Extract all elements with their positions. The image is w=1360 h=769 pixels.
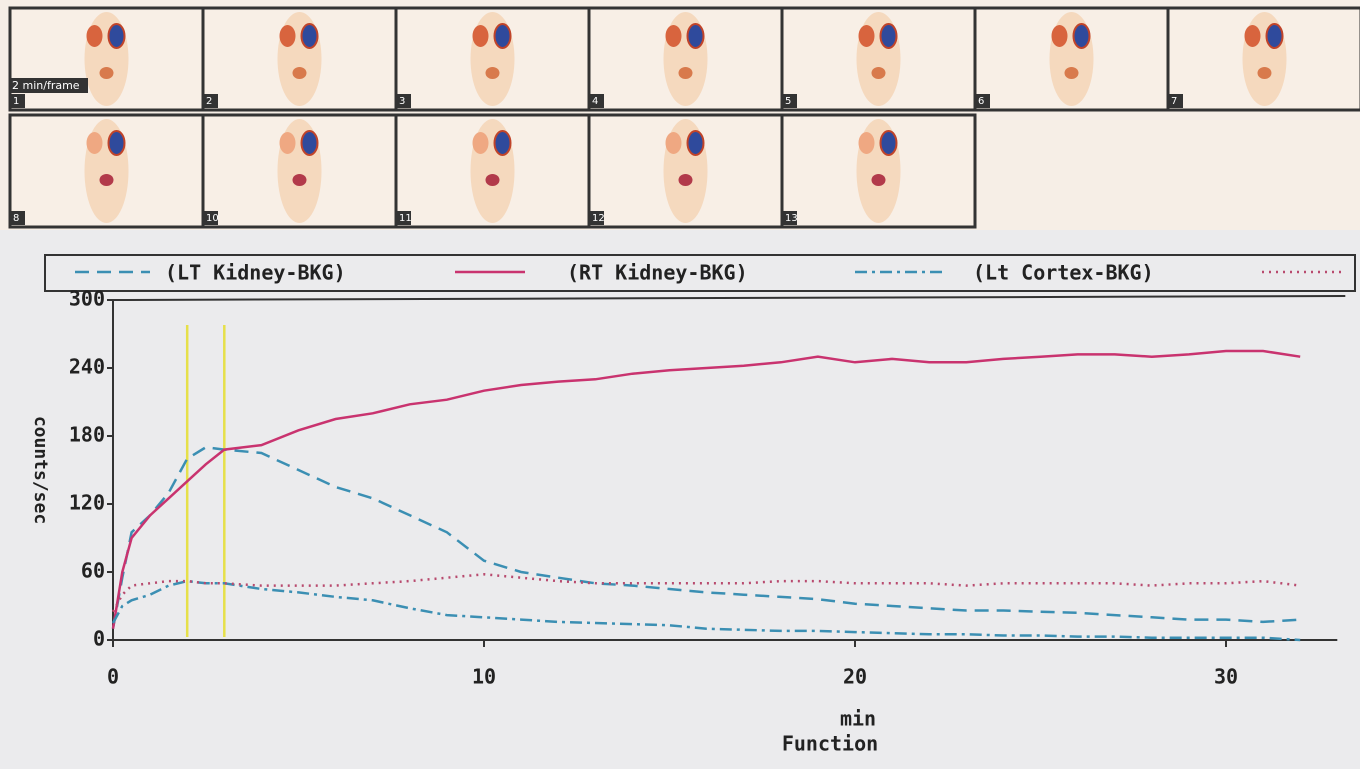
frame-label: 1 (13, 96, 19, 107)
kidney-left (666, 132, 682, 154)
frame: 3 (396, 8, 589, 110)
bladder (1258, 67, 1272, 79)
bladder (100, 174, 114, 186)
bladder (100, 67, 114, 79)
kidney-left (280, 25, 296, 47)
kidney-left (1052, 25, 1068, 47)
frame-label: 4 (592, 96, 598, 107)
kidney-right (109, 24, 125, 48)
kidney-right (881, 24, 897, 48)
bladder (293, 174, 307, 186)
bladder (679, 174, 693, 186)
y-tick-label: 240 (69, 355, 105, 379)
x-tick-label: 0 (107, 665, 119, 689)
frame: 4 (589, 8, 782, 110)
kidney-right (495, 131, 511, 155)
frame-label: 8 (13, 213, 19, 224)
kidney-left (666, 25, 682, 47)
chart-area (0, 230, 1360, 769)
x-tick-label: 20 (843, 665, 867, 689)
frame: 12 (589, 115, 782, 227)
legend-label: (RT Kidney-BKG) (567, 261, 748, 285)
kidney-left (473, 132, 489, 154)
frame: 13 (782, 115, 975, 227)
kidney-left (87, 132, 103, 154)
bladder (872, 67, 886, 79)
kidney-left (859, 25, 875, 47)
y-tick-label: 60 (81, 559, 105, 583)
frame-label: 5 (785, 96, 791, 107)
kidney-left (473, 25, 489, 47)
frame-label: 7 (1171, 96, 1177, 107)
frame-label: 3 (399, 96, 405, 107)
kidney-right (1074, 24, 1090, 48)
kidney-left (1245, 25, 1261, 47)
kidney-right (495, 24, 511, 48)
legend-label: (LT Kidney-BKG) (165, 261, 346, 285)
frame-note: 2 min/frame (12, 79, 80, 92)
kidney-right (688, 24, 704, 48)
frame: 10 (203, 115, 396, 227)
printout: 12345678101112132 min/frame 060120180240… (0, 0, 1360, 769)
kidney-right (881, 131, 897, 155)
frame: 7 (1168, 8, 1360, 110)
x-tick-label: 30 (1214, 665, 1238, 689)
frame-label: 12 (592, 213, 605, 224)
frame-label: 6 (978, 96, 984, 107)
bladder (486, 174, 500, 186)
kidney-right (1267, 24, 1283, 48)
kidney-right (302, 24, 318, 48)
frame: 11 (396, 115, 589, 227)
legend-label: (Lt Cortex-BKG) (973, 261, 1154, 285)
kidney-left (859, 132, 875, 154)
x-axis-sublabel: Function (782, 732, 878, 756)
y-axis-label: counts/sec (30, 416, 51, 524)
frame: 5 (782, 8, 975, 110)
frame-label: 2 (206, 96, 212, 107)
y-tick-label: 300 (69, 287, 105, 311)
bladder (872, 174, 886, 186)
frame: 2 (203, 8, 396, 110)
frame: 6 (975, 8, 1168, 110)
bladder (679, 67, 693, 79)
y-tick-label: 0 (93, 627, 105, 651)
frame: 8 (10, 115, 203, 227)
frame-label: 11 (399, 213, 412, 224)
frame-label: 13 (785, 213, 798, 224)
kidney-left (280, 132, 296, 154)
y-tick-label: 120 (69, 491, 105, 515)
x-axis-label: min (840, 707, 876, 731)
y-tick-label: 180 (69, 423, 105, 447)
kidney-right (302, 131, 318, 155)
kidney-left (87, 25, 103, 47)
bladder (486, 67, 500, 79)
kidney-right (688, 131, 704, 155)
frame: 1 (10, 8, 203, 110)
bladder (1065, 67, 1079, 79)
kidney-right (109, 131, 125, 155)
frame-label: 10 (206, 213, 219, 224)
x-tick-label: 10 (472, 665, 496, 689)
bladder (293, 67, 307, 79)
